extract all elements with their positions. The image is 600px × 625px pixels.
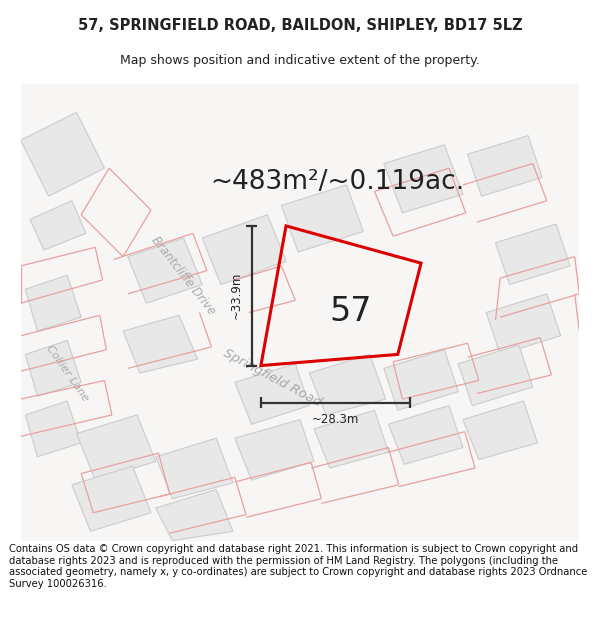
Polygon shape xyxy=(25,401,81,457)
Text: ~33.9m: ~33.9m xyxy=(230,272,243,319)
Polygon shape xyxy=(235,364,310,424)
Polygon shape xyxy=(310,354,386,415)
Polygon shape xyxy=(30,201,86,250)
Text: Brantcliffe Drive: Brantcliffe Drive xyxy=(149,234,218,317)
Polygon shape xyxy=(388,406,463,464)
Text: 57: 57 xyxy=(329,295,372,328)
Polygon shape xyxy=(314,410,388,468)
Polygon shape xyxy=(72,466,151,531)
Polygon shape xyxy=(467,136,542,196)
Polygon shape xyxy=(77,415,155,480)
Text: Springfield Road: Springfield Road xyxy=(221,346,323,409)
Polygon shape xyxy=(128,238,202,303)
Text: Map shows position and indicative extent of the property.: Map shows position and indicative extent… xyxy=(120,54,480,68)
Polygon shape xyxy=(486,294,561,354)
Polygon shape xyxy=(202,215,286,284)
Polygon shape xyxy=(496,224,570,284)
Polygon shape xyxy=(281,185,364,252)
Polygon shape xyxy=(155,489,233,541)
Polygon shape xyxy=(458,345,533,406)
Text: ~483m²/~0.119ac.: ~483m²/~0.119ac. xyxy=(210,169,464,195)
Text: Contains OS data © Crown copyright and database right 2021. This information is : Contains OS data © Crown copyright and d… xyxy=(9,544,587,589)
Text: 57, SPRINGFIELD ROAD, BAILDON, SHIPLEY, BD17 5LZ: 57, SPRINGFIELD ROAD, BAILDON, SHIPLEY, … xyxy=(77,18,523,32)
Polygon shape xyxy=(25,275,81,331)
Polygon shape xyxy=(463,401,538,459)
Polygon shape xyxy=(384,145,463,213)
Text: Collier Lane: Collier Lane xyxy=(44,343,90,403)
Polygon shape xyxy=(123,315,197,373)
Polygon shape xyxy=(155,438,233,499)
Polygon shape xyxy=(25,341,81,396)
Polygon shape xyxy=(20,112,104,196)
Polygon shape xyxy=(384,350,458,410)
Text: ~28.3m: ~28.3m xyxy=(311,413,359,426)
Polygon shape xyxy=(235,419,314,480)
